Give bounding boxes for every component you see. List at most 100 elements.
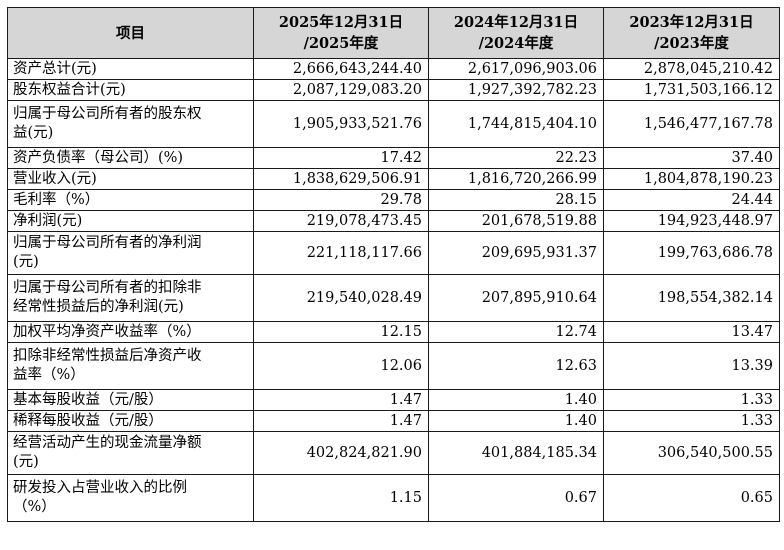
row-label: 研发投入占营业收入的比例 （%）	[7, 474, 254, 522]
value-2024: 1,816,720,266.99	[428, 168, 604, 190]
value-2025: 29.78	[253, 189, 429, 211]
value-2024: 1,927,392,782.23	[428, 79, 604, 101]
value-2023: 198,554,382.14	[603, 274, 780, 322]
row-label: 加权平均净资产收益率（%）	[7, 321, 254, 343]
row-label-line: 净利润(元)	[13, 212, 83, 229]
header-2023-date: 2023年12月31日	[629, 14, 754, 31]
value-2023: 1,804,878,190.23	[603, 168, 780, 190]
row-label: 归属于母公司所有者的扣除非 经常性损益后的净利润(元)	[7, 274, 254, 322]
value-2025: 17.42	[253, 147, 429, 169]
value-2024: 207,895,910.64	[428, 274, 604, 322]
value-2024: 201,678,519.88	[428, 210, 604, 232]
table-row: 归属于母公司所有者的股东权 益(元) 1,905,933,521.76 1,744…	[7, 100, 780, 148]
row-label-line: 经常性损益后的净利润(元)	[13, 299, 184, 315]
row-label: 资产总计(元)	[7, 58, 254, 80]
value-2023: 306,540,500.55	[603, 431, 780, 475]
row-label-line: 股东权益合计(元)	[13, 81, 126, 98]
value-2023: 1,546,477,167.78	[603, 100, 780, 148]
row-label: 毛利率（%）	[7, 189, 254, 211]
value-2024: 12.63	[428, 342, 604, 390]
row-label: 资产负债率（母公司）(%)	[7, 147, 254, 169]
table-row: 营业收入(元) 1,838,629,506.91 1,816,720,266.9…	[7, 168, 780, 190]
table-row: 基本每股收益（元/股） 1.47 1.40 1.33	[7, 389, 780, 411]
row-label-line: 扣除非经常性损益后净资产收	[13, 348, 202, 364]
value-2025: 1.47	[253, 410, 429, 432]
table-row: 归属于母公司所有者的扣除非 经常性损益后的净利润(元) 219,540,028.4…	[7, 274, 780, 322]
table-row: 毛利率（%） 29.78 28.15 24.44	[7, 189, 780, 211]
value-2023: 13.47	[603, 321, 780, 343]
row-label-line: 资产负债率（母公司）(%)	[13, 149, 184, 166]
row-label-line: 益(元)	[13, 125, 54, 141]
value-2025: 402,824,821.90	[253, 431, 429, 475]
header-2025-date: 2025年12月31日	[278, 14, 404, 31]
value-2025: 1.15	[253, 474, 429, 522]
header-2023: 2023年12月31日 /2023年度	[603, 7, 780, 59]
row-label-line: 基本每股收益（元/股）	[13, 391, 163, 408]
header-2024: 2024年12月31日 /2024年度	[428, 7, 604, 59]
value-2024: 1.40	[428, 389, 604, 411]
row-label: 扣除非经常性损益后净资产收 益率（%）	[7, 342, 254, 390]
row-label-line: 资产总计(元)	[13, 60, 97, 77]
value-2024: 22.23	[428, 147, 604, 169]
row-label: 营业收入(元)	[7, 168, 254, 190]
value-2025: 1,905,933,521.76	[253, 100, 429, 148]
table-header-row: 项目 2025年12月31日 /2025年度 2024年12月31日 /2024…	[7, 7, 780, 59]
row-label: 基本每股收益（元/股）	[7, 389, 254, 411]
value-2025: 2,087,129,083.20	[253, 79, 429, 101]
value-2023: 194,923,448.97	[603, 210, 780, 232]
value-2025: 2,666,643,244.40	[253, 58, 429, 80]
value-2025: 1,838,629,506.91	[253, 168, 429, 190]
row-label-line: （%）	[13, 499, 56, 515]
table-row: 股东权益合计(元) 2,087,129,083.20 1,927,392,782…	[7, 79, 780, 101]
value-2023: 37.40	[603, 147, 780, 169]
value-2024: 28.15	[428, 189, 604, 211]
row-label-line: (元)	[13, 454, 39, 470]
row-label: 净利润(元)	[7, 210, 254, 232]
row-label-line: 归属于母公司所有者的股东权	[13, 106, 202, 122]
value-2025: 1.47	[253, 389, 429, 411]
header-2025: 2025年12月31日 /2025年度	[253, 7, 429, 59]
row-label-line: 稀释每股收益（元/股）	[13, 412, 163, 429]
row-label: 归属于母公司所有者的净利润 (元)	[7, 231, 254, 275]
value-2025: 12.15	[253, 321, 429, 343]
row-label: 经营活动产生的现金流量净额 (元)	[7, 431, 254, 475]
value-2023: 0.65	[603, 474, 780, 522]
header-item: 项目	[7, 7, 254, 59]
financial-data-table: 项目 2025年12月31日 /2025年度 2024年12月31日 /2024…	[7, 7, 780, 522]
row-label-line: 归属于母公司所有者的净利润	[13, 235, 202, 251]
value-2023: 1,731,503,166.12	[603, 79, 780, 101]
value-2025: 12.06	[253, 342, 429, 390]
value-2025: 221,118,117.66	[253, 231, 429, 275]
table-row: 归属于母公司所有者的净利润 (元) 221,118,117.66 209,695,…	[7, 231, 780, 275]
row-label: 股东权益合计(元)	[7, 79, 254, 101]
row-label: 稀释每股收益（元/股）	[7, 410, 254, 432]
row-label-line: 归属于母公司所有者的扣除非	[13, 280, 202, 296]
value-2025: 219,540,028.49	[253, 274, 429, 322]
table-row: 稀释每股收益（元/股） 1.47 1.40 1.33	[7, 410, 780, 432]
row-label: 归属于母公司所有者的股东权 益(元)	[7, 100, 254, 148]
table-row: 经营活动产生的现金流量净额 (元) 402,824,821.90 401,884,…	[7, 431, 780, 475]
row-label-line: 经营活动产生的现金流量净额	[13, 435, 202, 451]
row-label-line: 研发投入占营业收入的比例	[13, 480, 187, 496]
value-2024: 2,617,096,903.06	[428, 58, 604, 80]
value-2023: 1.33	[603, 389, 780, 411]
row-label-line: 营业收入(元)	[13, 170, 97, 187]
row-label-line: 益率（%）	[13, 367, 85, 383]
value-2023: 199,763,686.78	[603, 231, 780, 275]
value-2023: 13.39	[603, 342, 780, 390]
header-2024-year: /2024年度	[478, 35, 554, 52]
table-row: 研发投入占营业收入的比例 （%） 1.15 0.67 0.65	[7, 474, 780, 522]
row-label-line: (元)	[13, 254, 39, 270]
header-2025-year: /2025年度	[303, 35, 379, 52]
value-2023: 24.44	[603, 189, 780, 211]
table-row: 资产负债率（母公司）(%) 17.42 22.23 37.40	[7, 147, 780, 169]
value-2023: 1.33	[603, 410, 780, 432]
header-2023-year: /2023年度	[654, 35, 729, 52]
value-2024: 1.40	[428, 410, 604, 432]
value-2023: 2,878,045,210.42	[603, 58, 780, 80]
table-row: 净利润(元) 219,078,473.45 201,678,519.88 194…	[7, 210, 780, 232]
value-2024: 209,695,931.37	[428, 231, 604, 275]
value-2025: 219,078,473.45	[253, 210, 429, 232]
table-row: 加权平均净资产收益率（%） 12.15 12.74 13.47	[7, 321, 780, 343]
row-label-line: 毛利率（%）	[13, 191, 100, 208]
